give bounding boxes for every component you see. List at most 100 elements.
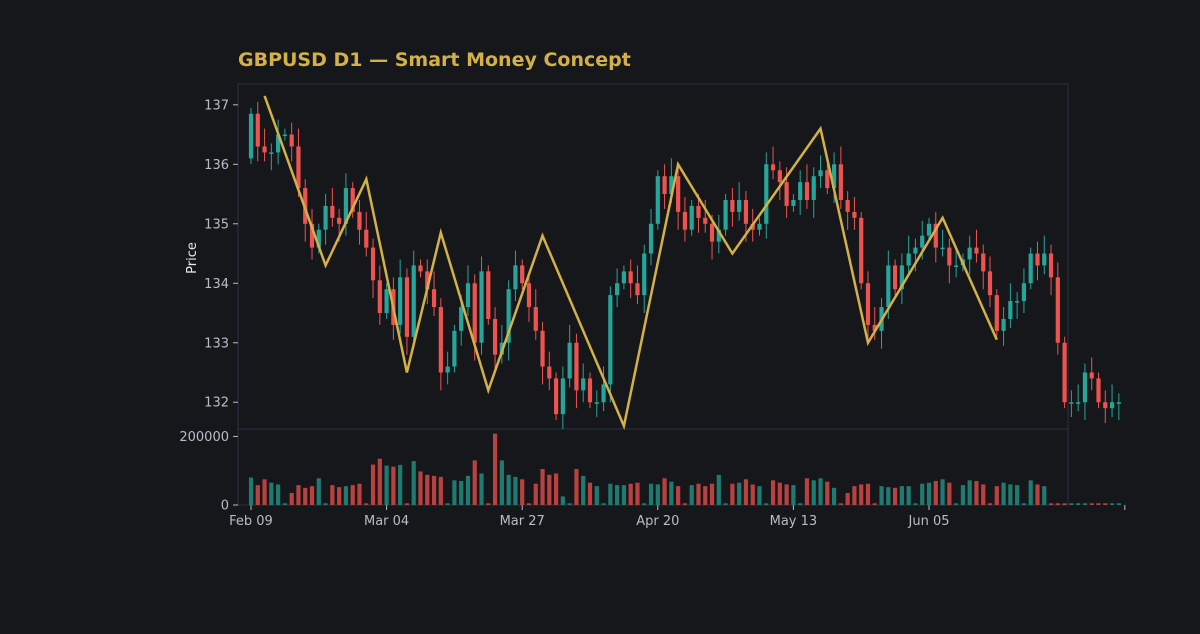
candle-body (282, 134, 287, 137)
candle-body (445, 366, 450, 373)
volume-bar (730, 483, 735, 505)
candle-body (587, 378, 593, 403)
candle-body (594, 402, 599, 404)
volume-bar (1015, 485, 1020, 505)
candle-body (533, 307, 538, 331)
volume-bar (357, 483, 362, 505)
candle-body (1008, 301, 1013, 319)
x-tick-label: Jun 05 (908, 514, 950, 529)
volume-bar (492, 433, 498, 505)
volume-bar (954, 503, 959, 505)
candle-body (621, 271, 626, 284)
candle-body (804, 182, 810, 200)
candle-body (513, 265, 518, 290)
x-tick-label: Mar 27 (500, 514, 545, 529)
volume-bar (418, 471, 423, 505)
candle-body (648, 223, 654, 254)
volume-bar (621, 485, 626, 505)
x-tick-label: Mar 04 (364, 514, 409, 529)
volume-bar (560, 496, 565, 505)
volume-bar (520, 479, 525, 505)
volume-bar (662, 478, 667, 505)
volume-bar (377, 458, 382, 505)
volume-bar (574, 469, 579, 505)
volume-bar (384, 465, 389, 505)
x-tick-label: May 13 (770, 514, 818, 529)
candle-body (859, 217, 864, 284)
candle-body (248, 113, 254, 159)
volume-bar (615, 485, 620, 505)
candle-body (492, 318, 498, 355)
candle-body (269, 152, 274, 154)
volume-bar (309, 486, 315, 505)
candle-body (540, 330, 545, 367)
price-panel-frame (237, 83, 1069, 430)
candle-body (676, 176, 681, 212)
volume-bar (1116, 503, 1121, 505)
candle-body (682, 211, 688, 230)
volume-bar (933, 481, 938, 505)
candle-body (926, 223, 932, 236)
volume-bar (364, 503, 369, 505)
candle-body (615, 283, 620, 296)
volume-bar (472, 460, 477, 505)
candle-body (1021, 283, 1027, 302)
volume-bar (1096, 503, 1101, 505)
candle-body (865, 283, 871, 325)
volume-bar (750, 484, 755, 505)
volume-bar (899, 486, 904, 505)
candle-body (798, 182, 803, 200)
candle-body (987, 271, 993, 296)
volume-bar (818, 478, 823, 505)
volume-bar (445, 503, 450, 505)
volume-bar (791, 485, 796, 505)
volume-bar (811, 480, 816, 505)
candle-body (852, 211, 857, 218)
candle-body (567, 342, 572, 379)
candle-body (1028, 253, 1033, 284)
x-ticks: Feb 09 Mar 04 Mar 27 Apr 20 May 13 Jun 05 (229, 505, 1126, 529)
candle-body (262, 146, 267, 153)
candle-body (825, 170, 830, 189)
candle-body (723, 199, 728, 230)
volume-bar (825, 481, 830, 505)
volume-bar (960, 485, 965, 505)
candle-body (1103, 402, 1108, 409)
volume-bar (425, 474, 430, 505)
candle-body (520, 265, 525, 284)
candle-body (560, 378, 565, 415)
volume-bar (723, 503, 728, 505)
volume-bar (594, 486, 599, 505)
y-tick-label: 135 (204, 217, 229, 232)
volume-bar (479, 473, 484, 505)
volume-bar (1035, 484, 1040, 505)
candle-body (526, 283, 532, 308)
candle-body (581, 378, 586, 391)
candle-body (459, 307, 464, 331)
volume-bar (1069, 503, 1074, 505)
volume-bar (398, 464, 403, 505)
candle-body (479, 271, 484, 343)
candle-body (981, 253, 986, 272)
candle-body (838, 164, 843, 200)
volume-bar (431, 475, 437, 505)
candle-body (425, 271, 430, 290)
candle-body (608, 295, 613, 385)
candle-body (716, 229, 721, 242)
candle-body (689, 205, 694, 230)
candle-body (791, 199, 796, 206)
volume-bar (459, 481, 464, 505)
candle-body (920, 235, 925, 248)
y-tick-label: 133 (204, 336, 229, 351)
candle-body (940, 247, 945, 250)
volume-bar (967, 480, 972, 505)
volume-bar (913, 503, 918, 505)
volume-bar (1082, 503, 1088, 505)
volume-bar (865, 483, 871, 505)
candle-body (1116, 402, 1121, 404)
volume-bar (1089, 503, 1094, 505)
candle-body (289, 134, 294, 147)
volume-bar (757, 486, 762, 505)
candle-body (1076, 402, 1081, 404)
volume-bar (635, 482, 640, 505)
